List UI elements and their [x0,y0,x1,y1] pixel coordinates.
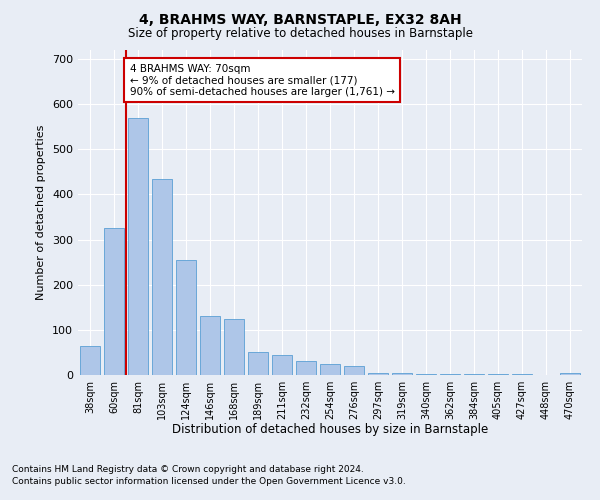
Text: Size of property relative to detached houses in Barnstaple: Size of property relative to detached ho… [128,28,473,40]
Bar [272,354,292,375]
Bar [80,346,100,375]
Bar [320,364,340,375]
Y-axis label: Number of detached properties: Number of detached properties [37,125,46,300]
Bar [512,374,532,375]
Bar [224,318,244,375]
Bar [560,372,580,375]
Text: Distribution of detached houses by size in Barnstaple: Distribution of detached houses by size … [172,422,488,436]
Bar [464,374,484,375]
Bar [368,372,388,375]
Bar [248,352,268,375]
Bar [128,118,148,375]
Bar [176,260,196,375]
Bar [152,178,172,375]
Text: Contains public sector information licensed under the Open Government Licence v3: Contains public sector information licen… [12,478,406,486]
Bar [200,316,220,375]
Bar [488,374,508,375]
Text: Contains HM Land Registry data © Crown copyright and database right 2024.: Contains HM Land Registry data © Crown c… [12,465,364,474]
Bar [392,373,412,375]
Bar [296,362,316,375]
Text: 4 BRAHMS WAY: 70sqm
← 9% of detached houses are smaller (177)
90% of semi-detach: 4 BRAHMS WAY: 70sqm ← 9% of detached hou… [130,64,395,96]
Text: 4, BRAHMS WAY, BARNSTAPLE, EX32 8AH: 4, BRAHMS WAY, BARNSTAPLE, EX32 8AH [139,12,461,26]
Bar [344,366,364,375]
Bar [104,228,124,375]
Bar [416,374,436,375]
Bar [440,374,460,375]
